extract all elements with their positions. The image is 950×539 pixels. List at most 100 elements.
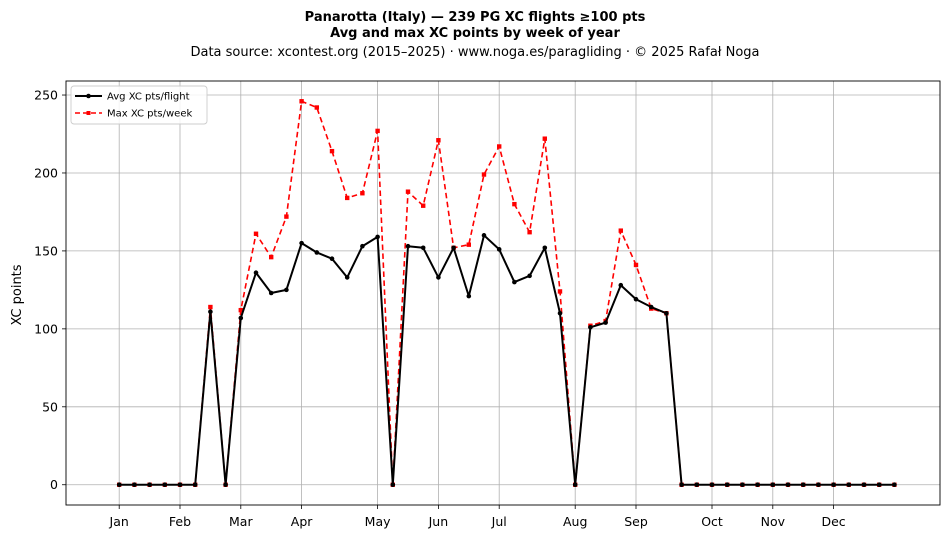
- grid: [66, 81, 940, 505]
- data-point: [238, 307, 243, 313]
- chart-source: Data source: xcontest.org (2015–2025) · …: [190, 45, 759, 60]
- x-tick-label: Mar: [229, 514, 253, 529]
- data-point: [618, 282, 624, 288]
- data-point: [816, 482, 821, 488]
- data-point: [831, 482, 836, 488]
- data-point: [785, 482, 791, 488]
- data-point: [755, 482, 760, 488]
- data-point: [238, 315, 244, 321]
- data-point: [876, 482, 882, 488]
- data-point: [147, 482, 152, 488]
- data-point: [527, 230, 532, 235]
- data-point: [177, 482, 183, 488]
- data-point: [846, 482, 852, 488]
- series-avg: [116, 233, 897, 488]
- data-point: [481, 233, 487, 238]
- data-point: [436, 275, 441, 280]
- data-point: [481, 172, 487, 177]
- data-point: [466, 242, 471, 247]
- data-point: [436, 138, 441, 143]
- series-line: [119, 234, 895, 486]
- data-point: [329, 148, 335, 154]
- y-tick-label: 250: [34, 88, 58, 103]
- data-point: [405, 189, 411, 194]
- y-tick-label: 100: [34, 321, 58, 336]
- data-point: [208, 304, 213, 310]
- series-layer: [116, 99, 897, 488]
- data-point: [740, 482, 745, 488]
- x-tick-label: Dec: [821, 514, 845, 529]
- data-point: [269, 254, 274, 260]
- x-tick-label: Apr: [291, 514, 313, 529]
- x-tick-label: Jan: [109, 514, 129, 529]
- data-point: [512, 279, 517, 285]
- data-point: [344, 275, 350, 280]
- y-tick-label: 150: [34, 243, 58, 258]
- data-point: [496, 247, 502, 252]
- legend-marker-avg: [86, 93, 91, 99]
- data-point: [208, 309, 213, 315]
- data-point: [557, 310, 563, 316]
- data-point: [360, 191, 365, 196]
- x-tick-label: Oct: [701, 514, 723, 529]
- data-point: [694, 482, 700, 488]
- data-point: [633, 296, 639, 302]
- data-point: [299, 99, 304, 104]
- data-point: [861, 482, 867, 488]
- legend-marker-max: [86, 111, 91, 115]
- data-point: [451, 245, 456, 251]
- legend-label-max: Max XC pts/week: [107, 109, 192, 120]
- data-point: [648, 304, 654, 310]
- series-max: [117, 99, 897, 487]
- data-point: [162, 482, 168, 488]
- data-point: [664, 310, 669, 316]
- legend-label-avg: Avg XC pts/flight: [107, 92, 190, 103]
- x-tick-label: Jul: [491, 514, 507, 529]
- chart-title: Panarotta (Italy) — 239 PG XC flights ≥1…: [305, 10, 646, 25]
- data-point: [633, 262, 639, 268]
- data-point: [132, 482, 137, 488]
- y-tick-label: 0: [50, 477, 58, 492]
- data-point: [116, 482, 122, 488]
- y-tick-label: 50: [42, 399, 58, 414]
- data-point: [192, 482, 198, 488]
- data-point: [268, 290, 274, 296]
- data-point: [618, 228, 623, 233]
- series-line: [119, 100, 895, 486]
- legend-box: [70, 85, 208, 125]
- x-tick-label: Sep: [624, 514, 648, 529]
- data-point: [375, 128, 380, 134]
- x-tick-label: May: [365, 514, 391, 529]
- x-tick-label: Jun: [428, 514, 449, 529]
- data-point: [375, 234, 380, 240]
- data-point: [390, 482, 396, 488]
- chart-subtitle: Avg and max XC points by week of year: [330, 26, 620, 41]
- data-point: [724, 482, 730, 488]
- data-point: [299, 240, 304, 246]
- x-axis: Jan Feb Mar Apr May Jun Jul Aug Sep Oct Nov Dec: [109, 505, 846, 529]
- data-point: [284, 287, 289, 293]
- data-point: [557, 289, 563, 294]
- y-tick-label: 200: [34, 165, 58, 180]
- data-point: [679, 482, 684, 488]
- data-point: [527, 273, 532, 279]
- data-point: [709, 482, 715, 488]
- data-point: [253, 231, 259, 236]
- data-point: [603, 320, 608, 325]
- data-point: [223, 482, 228, 488]
- y-axis-label: XC points: [10, 264, 25, 325]
- legend: Avg XC pts/flight Max XC pts/week: [70, 85, 208, 125]
- data-point: [314, 105, 319, 110]
- data-point: [405, 243, 411, 249]
- data-point: [466, 293, 472, 299]
- data-point: [512, 201, 517, 207]
- data-point: [497, 144, 502, 149]
- data-point: [892, 482, 897, 488]
- y-axis: 0 50 100 150 200 250: [34, 88, 66, 492]
- data-point: [329, 256, 335, 262]
- data-point: [770, 482, 776, 488]
- data-point: [314, 250, 320, 255]
- data-point: [421, 203, 426, 208]
- data-point: [420, 245, 426, 251]
